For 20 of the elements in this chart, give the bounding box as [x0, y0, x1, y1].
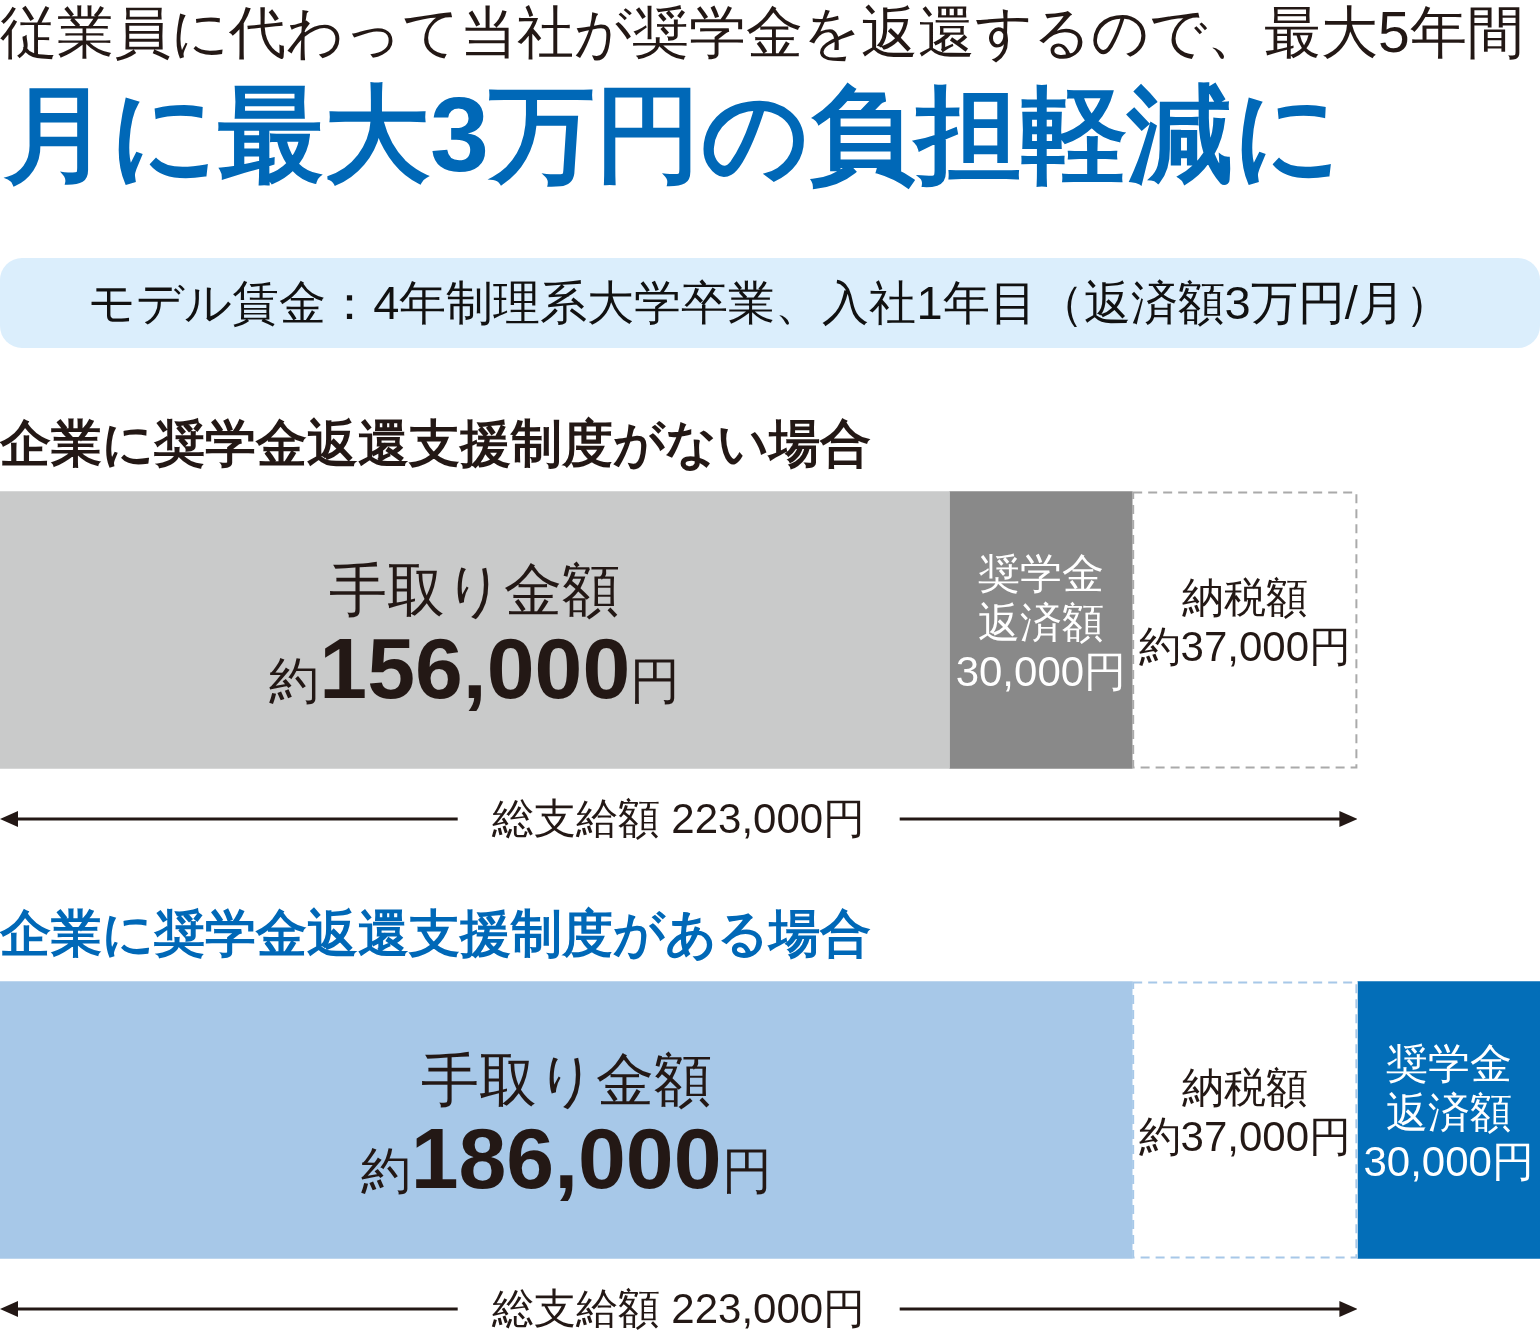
bar — [0, 491, 950, 769]
data-label: 約37,000円 — [1138, 1113, 1352, 1161]
series-label: 納税額 — [1181, 574, 1308, 622]
chart-title: 月に最大3万円の負担軽減に — [3, 74, 1342, 195]
data-label: 約186,000円 — [360, 1110, 772, 1206]
chart-subtitle: 従業員に代わって当社が奨学金を返還するので、最大5年間 — [0, 0, 1525, 64]
text: 手取り金額 — [420, 1047, 712, 1112]
data-label: 約156,000円 — [269, 620, 681, 716]
text: モデル賃金：4年制理系大学卒業、入社1年目（返済額3万円/月） — [0, 258, 1540, 348]
data-label: 30,000円 — [1363, 1137, 1534, 1185]
annotation: 総支給額 223,000円 — [491, 1283, 866, 1334]
annotation: 総支給額 223,000円 — [491, 793, 866, 844]
text: 納税額 — [1181, 1064, 1308, 1112]
series-label: 奨学金返済額 — [977, 549, 1104, 646]
series-label: 奨学金返済額 — [1385, 1039, 1512, 1136]
data-label: 30,000円 — [955, 647, 1127, 695]
data-label: 約37,000円 — [1138, 623, 1352, 671]
y-tick-label: 企業に奨学金返還支援制度がない場合 — [0, 414, 871, 472]
series-label: 手取り金額 — [329, 557, 621, 622]
y-tick-label: 企業に奨学金返還支援制度がある場合 — [0, 904, 871, 962]
